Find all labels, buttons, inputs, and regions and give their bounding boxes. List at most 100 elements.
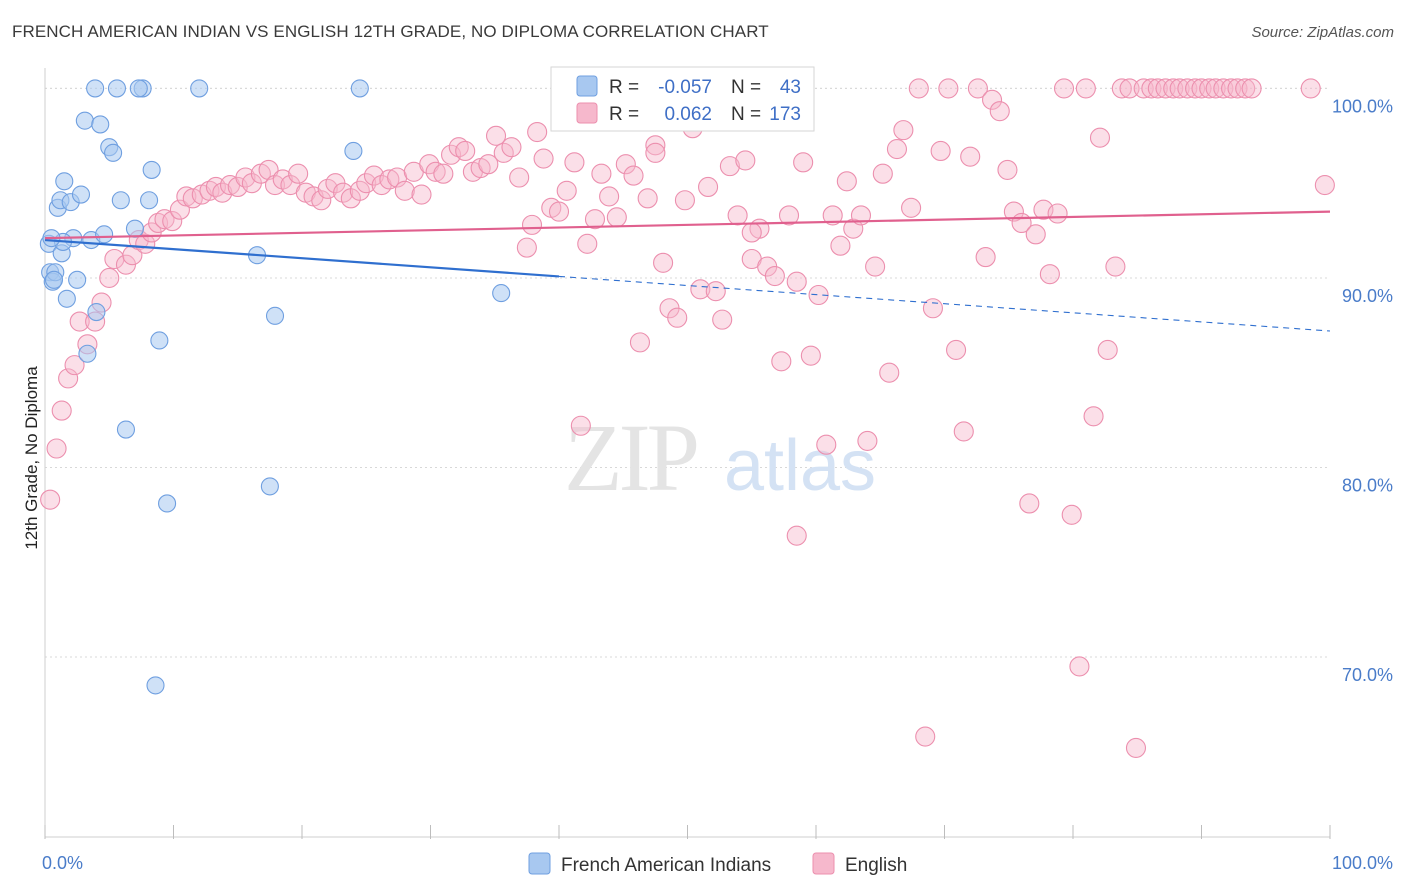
chart-title: FRENCH AMERICAN INDIAN VS ENGLISH 12TH G… — [12, 22, 769, 41]
english-point — [448, 137, 469, 158]
english-point — [1125, 737, 1147, 758]
legend-r-label-1: R = — [609, 77, 639, 98]
english-point — [577, 233, 598, 254]
english-point — [501, 137, 522, 158]
x-tick-label-min: 0.0% — [42, 853, 83, 873]
french-american-indians-point — [350, 79, 369, 98]
english-point — [1097, 339, 1118, 361]
legend-swatch-blue — [576, 75, 598, 97]
french-american-indians-point — [91, 115, 110, 134]
english-point — [674, 190, 695, 211]
english-point — [981, 89, 1003, 110]
english-point — [212, 182, 233, 203]
english-point — [1075, 78, 1096, 99]
english-point — [1147, 78, 1168, 99]
english-point — [1227, 78, 1248, 99]
series-legend: French American Indians English — [528, 852, 907, 876]
legend-n-label-2: N = — [731, 104, 761, 125]
english-points — [40, 78, 1335, 758]
english-point — [989, 101, 1010, 122]
english-point — [690, 279, 711, 300]
french-american-indians-point — [87, 303, 106, 322]
english-point — [1199, 78, 1220, 99]
english-point — [816, 434, 837, 455]
english-point — [258, 159, 279, 180]
english-point — [570, 415, 591, 436]
series-legend-label-2: English — [845, 855, 907, 876]
english-point — [1133, 78, 1154, 99]
watermark-atlas: atlas — [724, 426, 876, 506]
english-point — [556, 180, 577, 201]
english-point — [615, 154, 636, 175]
english-point — [645, 142, 666, 163]
y-tick-label: 70.0% — [1342, 665, 1393, 685]
english-point — [786, 271, 807, 292]
english-point — [1119, 78, 1140, 99]
english-point — [960, 146, 981, 167]
grid-lines — [45, 87, 1330, 658]
english-point — [533, 148, 554, 169]
english-point — [288, 163, 309, 184]
french-american-indians-point — [107, 79, 127, 98]
english-point — [51, 400, 72, 421]
french-american-indians-point — [344, 141, 363, 161]
axes — [44, 68, 1331, 839]
stats-legend: R = -0.057 N = 43 R = 0.062 N = 173 — [550, 66, 815, 132]
french-american-indians-point — [111, 191, 130, 210]
english-point — [311, 190, 332, 211]
english-point — [1205, 78, 1226, 99]
blue-trend-line-extension — [558, 275, 1331, 332]
english-point — [623, 165, 644, 186]
french-american-indians-point — [125, 219, 144, 238]
english-point — [58, 368, 79, 389]
legend-swatch-pink — [576, 102, 598, 124]
english-point — [1213, 78, 1234, 99]
english-point — [99, 267, 120, 288]
english-point — [379, 169, 400, 190]
french-american-indians-point — [75, 111, 94, 130]
french-american-indians-point — [140, 191, 159, 210]
y-tick-label: 100.0% — [1332, 96, 1393, 116]
english-point — [667, 307, 688, 328]
french-american-indians-point — [78, 344, 97, 363]
source-label: Source: ZipAtlas.com — [1251, 24, 1394, 41]
english-point — [485, 125, 507, 146]
english-point — [1300, 78, 1321, 99]
english-point — [40, 489, 61, 510]
french-american-indians-point — [190, 79, 209, 98]
english-point — [1241, 78, 1262, 99]
english-point — [637, 188, 658, 209]
english-point — [719, 156, 740, 177]
english-point — [975, 247, 996, 268]
series-legend-label-1: French American Indians — [561, 855, 771, 876]
english-point — [908, 78, 929, 99]
french-american-indians-point — [55, 172, 74, 191]
english-point — [433, 163, 454, 184]
english-point — [1025, 224, 1046, 245]
english-point — [521, 214, 543, 235]
english-point — [1235, 78, 1256, 99]
english-point — [1155, 78, 1176, 99]
english-point — [915, 726, 936, 747]
english-point — [1177, 78, 1198, 99]
series-legend-swatch-blue — [528, 852, 551, 875]
english-point — [455, 140, 476, 162]
legend-r-label-2: R = — [609, 104, 639, 125]
english-point — [1061, 504, 1082, 525]
english-point — [356, 173, 377, 194]
english-point — [997, 159, 1018, 180]
french-american-indians-point — [158, 494, 177, 513]
english-point — [69, 311, 90, 332]
english-point — [1314, 175, 1335, 196]
english-point — [698, 176, 719, 198]
english-point — [425, 161, 446, 182]
english-point — [1083, 406, 1104, 427]
english-point — [509, 167, 530, 188]
english-point — [865, 256, 886, 277]
y-axis-label: 12th Grade, No Diploma — [22, 366, 41, 550]
legend-n-value-1: 43 — [780, 77, 801, 98]
english-point — [527, 121, 548, 143]
english-point — [1089, 127, 1111, 148]
english-point — [235, 167, 256, 188]
